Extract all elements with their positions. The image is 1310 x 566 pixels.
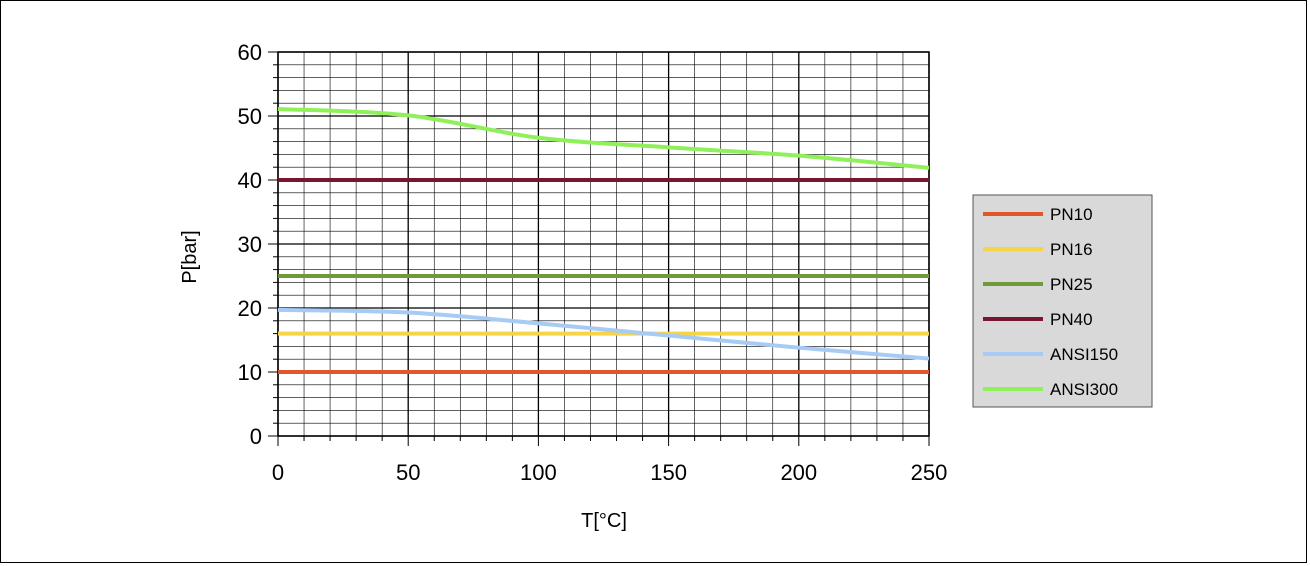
y-tick-label: 50 [238, 104, 262, 129]
x-tick-label: 200 [780, 460, 817, 485]
major-grid [277, 51, 930, 437]
x-tick-label: 50 [396, 460, 420, 485]
x-axis-title: T[°C] [581, 510, 627, 532]
y-axis-title: P[bar] [179, 230, 201, 283]
y-axis-ticks: 0 10 20 30 40 50 60 [238, 40, 278, 449]
y-tick-label: 0 [250, 424, 262, 449]
y-tick-label: 40 [238, 168, 262, 193]
x-tick-label: 100 [520, 460, 557, 485]
legend-label-ansi300: ANSI300 [1050, 380, 1118, 399]
legend-label-pn10: PN10 [1050, 205, 1093, 224]
legend-label-pn16: PN16 [1050, 240, 1093, 259]
legend: PN10 PN16 PN25 PN40 ANSI150 ANSI300 [972, 194, 1153, 408]
y-tick-label: 60 [238, 40, 262, 65]
legend-label-pn25: PN25 [1050, 275, 1093, 294]
legend-label-pn40: PN40 [1050, 310, 1093, 329]
series-line-ansi300 [277, 106, 930, 170]
legend-box [972, 194, 1153, 408]
series-line-ansi150 [277, 307, 930, 361]
x-axis-ticks: 0 50 100 150 200 250 [272, 436, 947, 485]
y-tick-label: 30 [238, 232, 262, 257]
y-tick-label: 10 [238, 360, 262, 385]
series-lines [277, 106, 930, 374]
legend-label-ansi150: ANSI150 [1050, 345, 1118, 364]
x-tick-label: 150 [650, 460, 687, 485]
x-tick-label: 250 [911, 460, 948, 485]
y-tick-label: 20 [238, 296, 262, 321]
x-tick-label: 0 [272, 460, 284, 485]
